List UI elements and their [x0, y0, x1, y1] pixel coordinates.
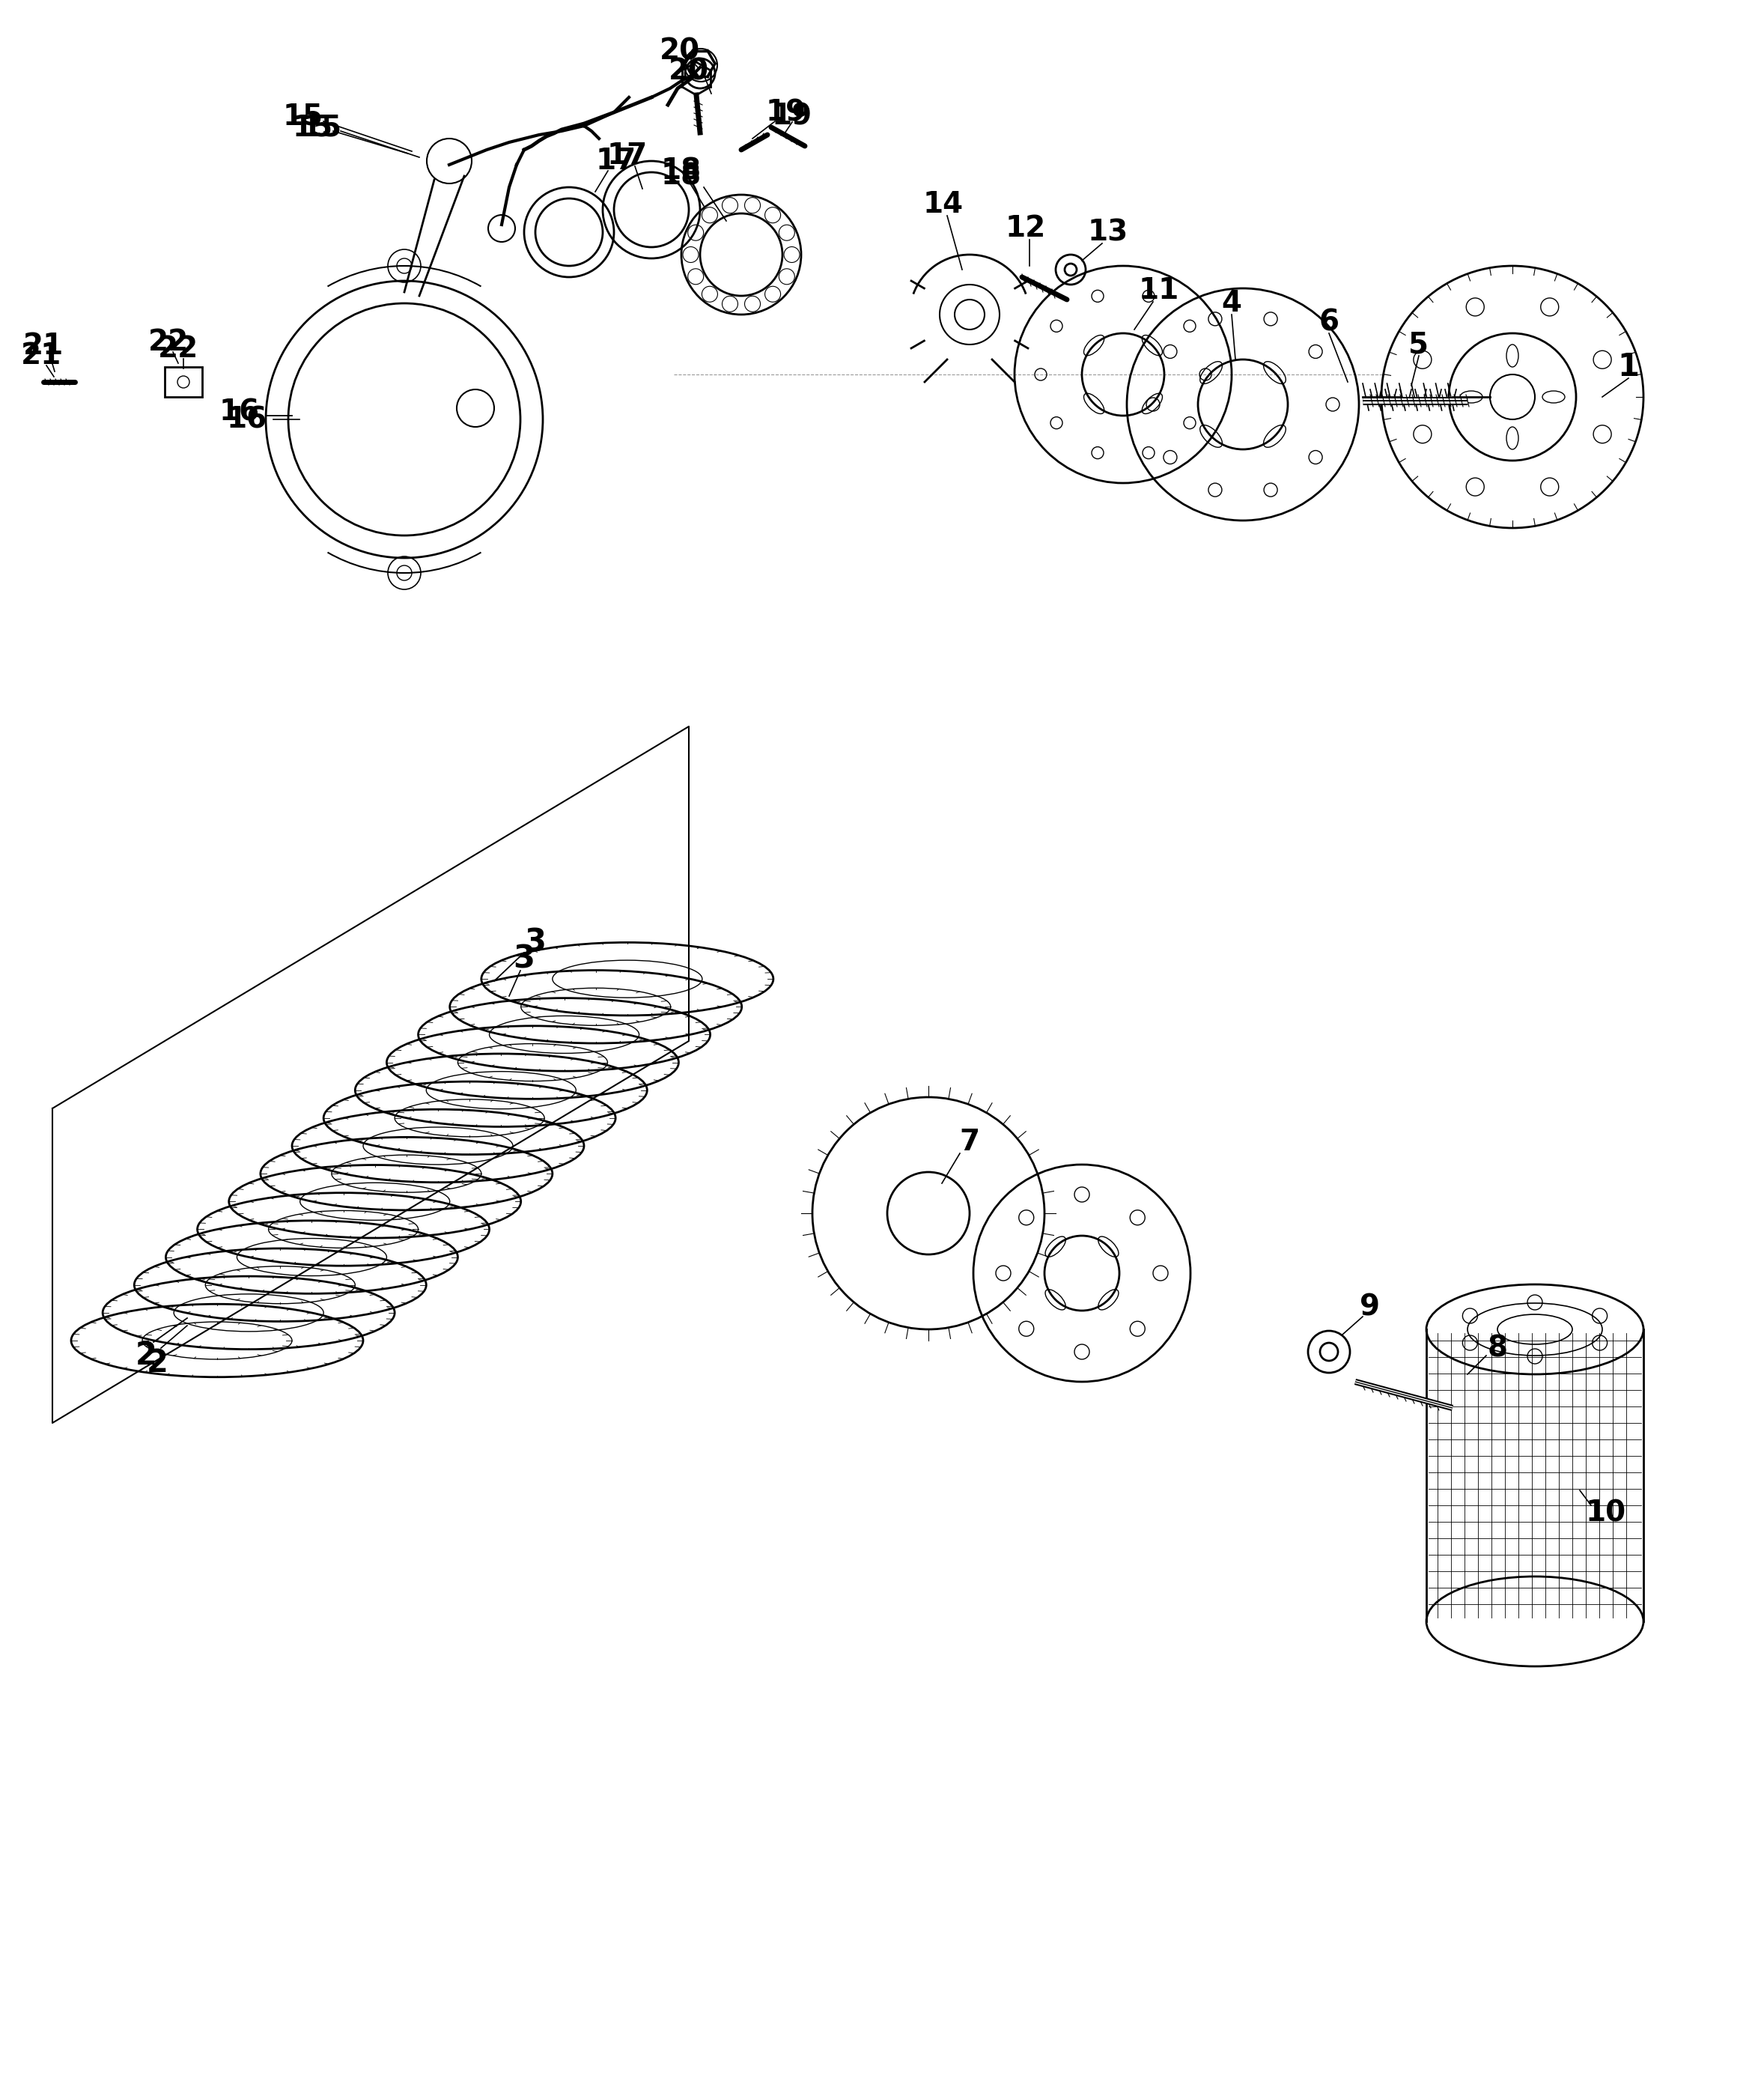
Text: 6: 6	[1319, 308, 1339, 337]
Text: 18: 18	[662, 156, 702, 185]
Text: 3: 3	[513, 943, 534, 974]
Text: 5: 5	[1409, 331, 1429, 358]
Text: 3: 3	[524, 926, 547, 958]
Text: 19: 19	[766, 98, 806, 127]
Text: 19: 19	[773, 102, 813, 131]
Text: 15: 15	[302, 112, 342, 142]
Text: 17: 17	[607, 142, 647, 171]
Text: 17: 17	[596, 148, 637, 175]
Text: 10: 10	[1586, 1499, 1626, 1526]
Bar	[164, 366, 203, 398]
Text: 14: 14	[923, 189, 963, 219]
Text: 20: 20	[660, 37, 700, 65]
Text: 20: 20	[669, 56, 709, 85]
Text: 2: 2	[146, 1347, 168, 1378]
Text: 12: 12	[1005, 214, 1046, 244]
Text: 15: 15	[282, 102, 323, 131]
Text: 21: 21	[21, 341, 62, 371]
Text: 13: 13	[1088, 219, 1129, 246]
Text: 22: 22	[148, 329, 189, 356]
Text: 8: 8	[1487, 1335, 1508, 1362]
Text: 9: 9	[1360, 1293, 1379, 1322]
Text: 16: 16	[228, 406, 268, 433]
Text: 1: 1	[1618, 352, 1639, 383]
Text: 15: 15	[293, 112, 333, 142]
Text: 18: 18	[662, 162, 702, 189]
Text: 16: 16	[219, 398, 259, 427]
Text: 21: 21	[23, 331, 64, 360]
Text: 7: 7	[960, 1128, 979, 1156]
Text: 2: 2	[136, 1341, 157, 1372]
Text: 11: 11	[1140, 277, 1180, 304]
Text: 22: 22	[159, 335, 199, 362]
Text: 4: 4	[1221, 289, 1242, 319]
